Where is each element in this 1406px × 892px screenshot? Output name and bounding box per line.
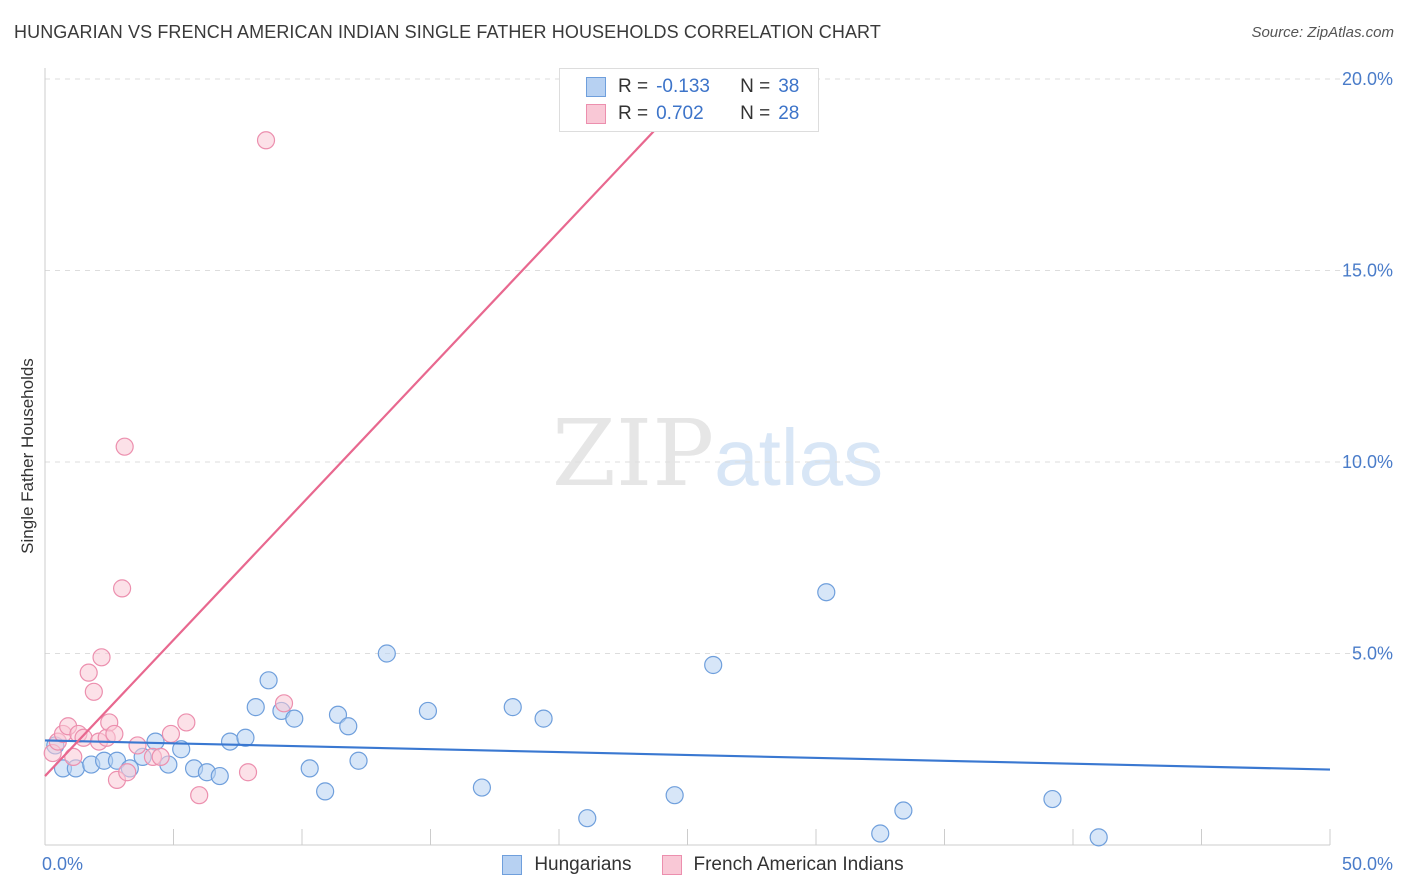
hungarian-point xyxy=(285,709,304,728)
legend-swatch-blue xyxy=(502,855,523,875)
n-label: N = xyxy=(740,76,771,97)
french-american-indian-point xyxy=(74,728,93,747)
hungarian-point xyxy=(503,698,522,717)
french-american-indian-point xyxy=(238,763,258,782)
y-tick-label: 15.0% xyxy=(1342,261,1393,281)
french-american-indian-point xyxy=(64,747,83,767)
french-american-indian-point xyxy=(151,747,170,767)
legend-label: Hungarians xyxy=(534,854,632,875)
french-american-indian-point xyxy=(177,713,196,732)
r-value: 0.702 xyxy=(656,103,704,124)
french-american-indian-point xyxy=(128,736,147,755)
french-american-indian-trend-line xyxy=(44,116,668,777)
n-label: N = xyxy=(740,103,771,124)
french-american-indian-point xyxy=(274,694,294,713)
hungarian-point xyxy=(236,728,255,747)
hungarian-point xyxy=(665,786,684,805)
y-tick-label: 20.0% xyxy=(1342,69,1393,89)
french-american-indian-point xyxy=(161,724,181,744)
hungarian-point xyxy=(316,782,335,801)
legend-swatch-blue xyxy=(586,77,606,97)
r-value: -0.133 xyxy=(656,76,710,97)
french-american-indian-point xyxy=(79,663,98,682)
series-legend: Hungarians French American Indians xyxy=(0,852,1406,878)
watermark: ZIPatlas xyxy=(552,400,883,507)
hungarian-point xyxy=(339,717,358,736)
french-american-indian-point xyxy=(115,437,134,456)
n-value: 38 xyxy=(778,76,800,97)
x-tick-label: 0.0% xyxy=(42,854,83,874)
legend-label: French American Indians xyxy=(693,854,904,875)
hungarian-point xyxy=(220,732,240,751)
hungarian-point xyxy=(817,583,836,602)
hungarian-trend-line xyxy=(44,739,1331,771)
hungarian-point xyxy=(1043,789,1062,809)
y-tick-label: 5.0% xyxy=(1352,644,1393,664)
legend-item-french-american-indians: French American Indians xyxy=(661,852,904,878)
hungarian-point xyxy=(377,644,396,663)
watermark-atlas: atlas xyxy=(714,413,884,502)
hungarian-point xyxy=(349,751,368,770)
hungarian-point xyxy=(871,824,890,843)
hungarian-point xyxy=(246,698,265,717)
x-tick-label: 50.0% xyxy=(1342,854,1393,874)
hungarian-point xyxy=(534,709,553,728)
correlation-legend: R = -0.133 N = 38 R = 0.702 N = 28 xyxy=(559,68,819,132)
hungarian-point xyxy=(259,671,278,690)
chart-title: HUNGARIAN VS FRENCH AMERICAN INDIAN SING… xyxy=(14,22,881,42)
hungarian-point xyxy=(210,766,229,786)
french-american-indian-point xyxy=(105,724,124,744)
n-value: 28 xyxy=(778,103,800,124)
hungarian-point xyxy=(578,809,597,828)
hungarian-point xyxy=(472,778,491,797)
french-american-indian-point xyxy=(256,131,276,150)
y-tick-label: 10.0% xyxy=(1342,452,1393,472)
hungarian-point xyxy=(704,655,723,675)
r-label: R = xyxy=(618,103,649,124)
legend-swatch-pink xyxy=(661,855,682,875)
french-american-indian-point xyxy=(118,763,137,782)
hungarian-point xyxy=(146,732,165,751)
hungarian-point xyxy=(894,801,913,820)
legend-row-french-american-indians: R = 0.702 N = 28 xyxy=(586,102,799,126)
french-american-indian-point xyxy=(92,648,111,667)
legend-swatch-pink xyxy=(586,104,606,124)
french-american-indian-point xyxy=(190,786,209,805)
hungarian-point xyxy=(1089,828,1108,847)
r-label: R = xyxy=(618,76,649,97)
french-american-indian-point xyxy=(112,579,132,598)
watermark-zip: ZIP xyxy=(552,400,715,507)
legend-item-hungarians: Hungarians xyxy=(502,852,632,878)
hungarian-point xyxy=(418,701,438,721)
french-american-indian-point xyxy=(84,682,103,701)
hungarian-point xyxy=(328,705,348,724)
hungarian-point xyxy=(300,759,319,778)
hungarian-point xyxy=(172,740,191,759)
source-credit: Source: ZipAtlas.com xyxy=(1251,24,1394,41)
legend-row-hungarians: R = -0.133 N = 38 xyxy=(586,75,799,99)
